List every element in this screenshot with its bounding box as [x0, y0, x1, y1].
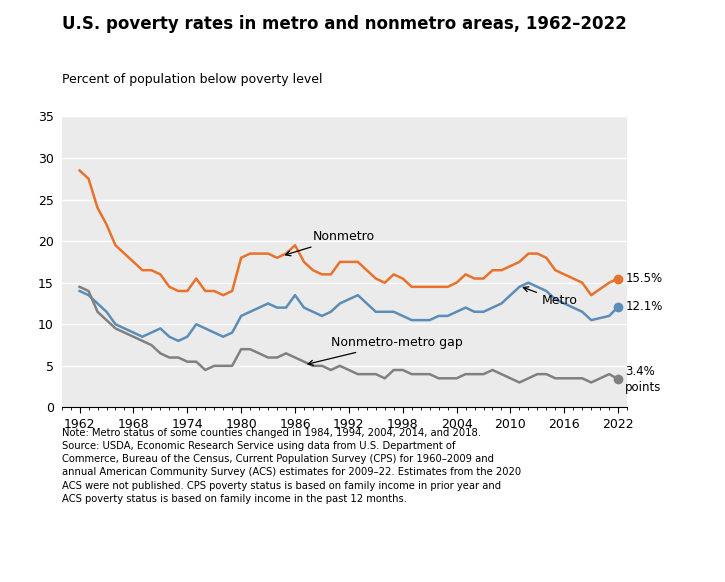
Text: Nonmetro-metro gap: Nonmetro-metro gap	[308, 336, 463, 365]
Text: Note: Metro status of some counties changed in 1984, 1994, 2004, 2014, and 2018.: Note: Metro status of some counties chan…	[62, 428, 521, 504]
Text: Metro: Metro	[523, 287, 578, 307]
Text: Nonmetro: Nonmetro	[286, 230, 375, 255]
Text: 3.4%
points: 3.4% points	[626, 365, 662, 393]
Text: U.S. poverty rates in metro and nonmetro areas, 1962–2022: U.S. poverty rates in metro and nonmetro…	[62, 15, 626, 33]
Text: 12.1%: 12.1%	[626, 300, 663, 313]
Text: 15.5%: 15.5%	[626, 272, 663, 285]
Text: Percent of population below poverty level: Percent of population below poverty leve…	[62, 73, 322, 86]
